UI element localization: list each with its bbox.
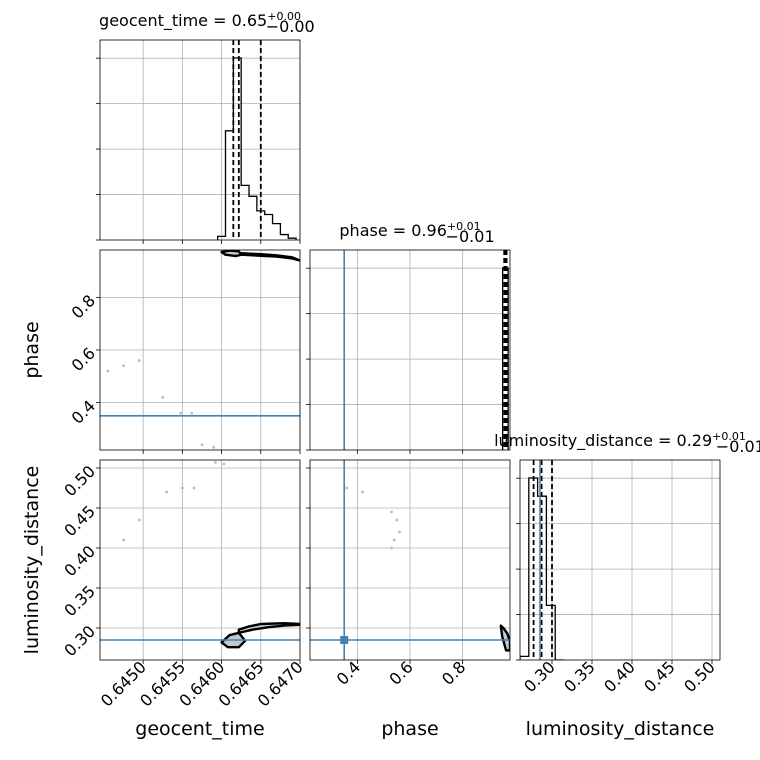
truth-marker <box>340 636 349 644</box>
title-text: phase = 0.96+0.01 <box>339 220 480 240</box>
sample-point <box>345 486 349 490</box>
panel-phase-geocent_time <box>100 250 300 450</box>
sample-point <box>179 411 183 415</box>
x-axis-label-phase: phase <box>381 718 438 740</box>
density-contour <box>237 622 300 634</box>
title-plus: +0.01 <box>712 430 746 443</box>
x-tick-label: 0.4 <box>333 657 364 688</box>
title-prefix: phase = 0.96 <box>339 221 446 240</box>
panel-geocent_time-geocent_time <box>100 40 300 240</box>
y-tick-label: 0.8 <box>68 291 99 322</box>
x-tick-label: 0.8 <box>438 657 469 688</box>
title-minus: −0.00 <box>266 17 315 36</box>
title-geocent_time: geocent_time = 0.65+0.00 <box>99 10 301 31</box>
sample-point <box>137 359 141 362</box>
title-prefix: luminosity_distance = 0.29 <box>494 431 712 451</box>
y-tick-label: 0.35 <box>60 582 99 621</box>
sample-point <box>192 486 196 490</box>
panel-luminosity_distance-phase <box>310 460 510 660</box>
title-prefix: geocent_time = 0.65 <box>99 11 267 31</box>
title-plus: +0.00 <box>267 10 301 23</box>
x-tick-label: 0.35 <box>560 657 599 696</box>
sample-point <box>180 486 184 490</box>
sample-point <box>392 538 396 542</box>
sample-point <box>395 518 399 522</box>
sample-point <box>161 395 165 399</box>
density-contour <box>239 251 300 262</box>
density-contour <box>220 250 243 258</box>
sample-point <box>165 490 169 494</box>
y-tick-label: 0.45 <box>60 502 99 541</box>
y-tick-label: 0.40 <box>60 542 99 581</box>
sample-point <box>361 490 365 494</box>
y-tick-label: 0.50 <box>60 462 99 501</box>
panel-phase-phase <box>310 250 510 450</box>
sample-point <box>390 510 393 514</box>
y-axis-label-phase: phase <box>21 321 43 378</box>
sample-point <box>106 369 110 373</box>
density-contour <box>499 624 510 652</box>
sample-point <box>390 546 393 550</box>
panel-luminosity_distance-luminosity_distance <box>520 460 720 660</box>
sample-point <box>222 462 226 466</box>
y-tick-label: 0.30 <box>60 622 99 661</box>
y-axis-label-luminosity_distance: luminosity_distance <box>21 466 43 655</box>
title-phase: phase = 0.96+0.01 <box>339 220 480 240</box>
title-text: geocent_time = 0.65+0.00 <box>99 10 301 31</box>
title-luminosity_distance: luminosity_distance = 0.29+0.01 <box>494 430 746 451</box>
x-axis-label-luminosity_distance: luminosity_distance <box>526 718 715 740</box>
histogram-luminosity_distance <box>520 477 564 660</box>
sample-point <box>122 364 125 368</box>
x-tick-label: 0.6 <box>385 657 416 688</box>
panel-luminosity_distance-geocent_time <box>100 460 300 660</box>
sample-point <box>137 518 141 522</box>
sample-point <box>213 461 217 464</box>
sample-point <box>200 443 204 447</box>
y-tick-label: 0.4 <box>68 396 99 427</box>
sample-point <box>122 538 125 542</box>
histogram-geocent_time <box>216 57 297 240</box>
sample-point <box>212 445 216 449</box>
x-tick-label: 0.50 <box>680 657 719 696</box>
x-tick-label: 0.40 <box>600 657 639 696</box>
sample-point <box>398 530 401 534</box>
title-text: luminosity_distance = 0.29+0.01 <box>494 430 746 451</box>
x-axis-label-geocent_time: geocent_time <box>135 718 264 740</box>
x-tick-label: 0.30 <box>520 657 559 696</box>
panel-frame <box>99 459 301 661</box>
title-minus: −0.01 <box>446 227 495 246</box>
title-plus: +0.01 <box>447 220 481 233</box>
title-minus: −0.01 <box>716 437 760 456</box>
y-tick-label: 0.6 <box>68 344 99 375</box>
panel-frame <box>519 459 721 661</box>
sample-point <box>190 411 194 415</box>
x-tick-label: 0.45 <box>640 657 679 696</box>
panel-frame <box>99 39 301 241</box>
